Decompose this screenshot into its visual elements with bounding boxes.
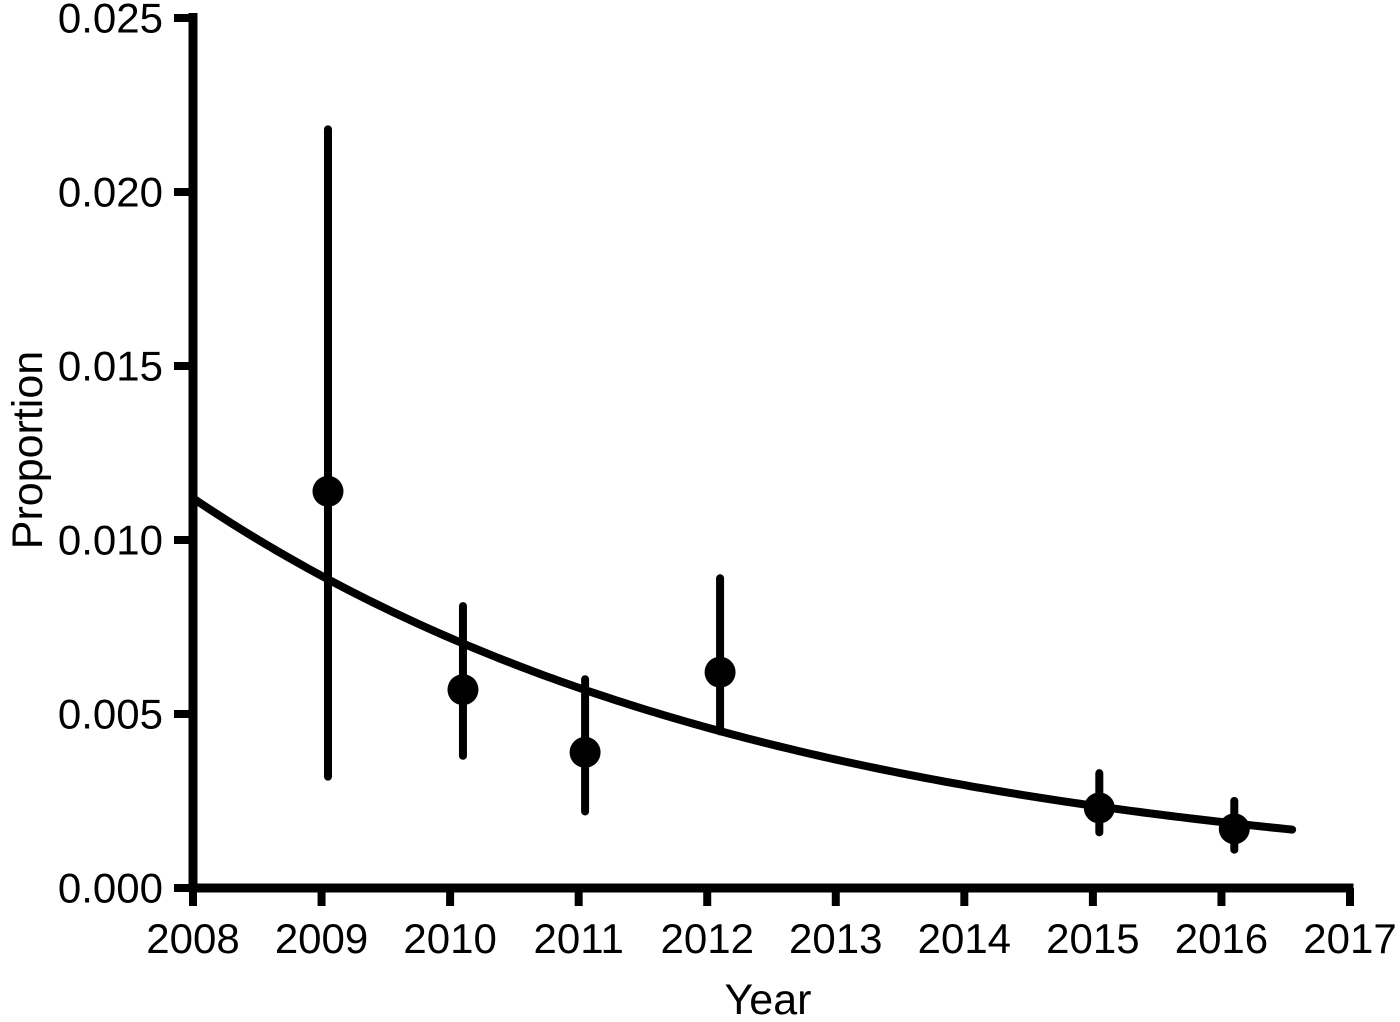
data-point — [569, 736, 601, 768]
x-tick-label: 2012 — [661, 915, 754, 962]
data-point — [312, 475, 344, 507]
axis-spine — [188, 13, 1354, 893]
y-tick-label: 0.010 — [58, 517, 163, 564]
x-tick-label: 2010 — [403, 915, 496, 962]
x-tick-label: 2009 — [275, 915, 368, 962]
x-tick-label: 2016 — [1175, 915, 1268, 962]
y-tick-label: 0.005 — [58, 691, 163, 738]
y-tick-label: 0.025 — [58, 0, 163, 42]
data-point — [447, 674, 479, 706]
y-tick-label: 0.020 — [58, 169, 163, 216]
x-axis-title: Year — [725, 976, 812, 1022]
data-point — [1218, 813, 1250, 845]
y-axis-title: Proportion — [4, 351, 52, 549]
data-point — [704, 656, 736, 688]
data-point — [1083, 792, 1115, 824]
x-tick-label: 2014 — [918, 915, 1011, 962]
x-tick-label: 2008 — [146, 915, 239, 962]
fit-curve — [189, 494, 1297, 834]
x-tick-label: 2015 — [1046, 915, 1139, 962]
y-tick-label: 0.000 — [58, 865, 163, 912]
x-tick-label: 2011 — [534, 915, 624, 962]
x-tick-label: 2013 — [789, 915, 882, 962]
x-tick-label: 2017 — [1303, 915, 1396, 962]
y-tick-label: 0.015 — [58, 343, 163, 390]
chart-generated: 0.000 0.005 0.010 0.015 0.020 0.025 2008 2009 20… — [58, 0, 1397, 962]
